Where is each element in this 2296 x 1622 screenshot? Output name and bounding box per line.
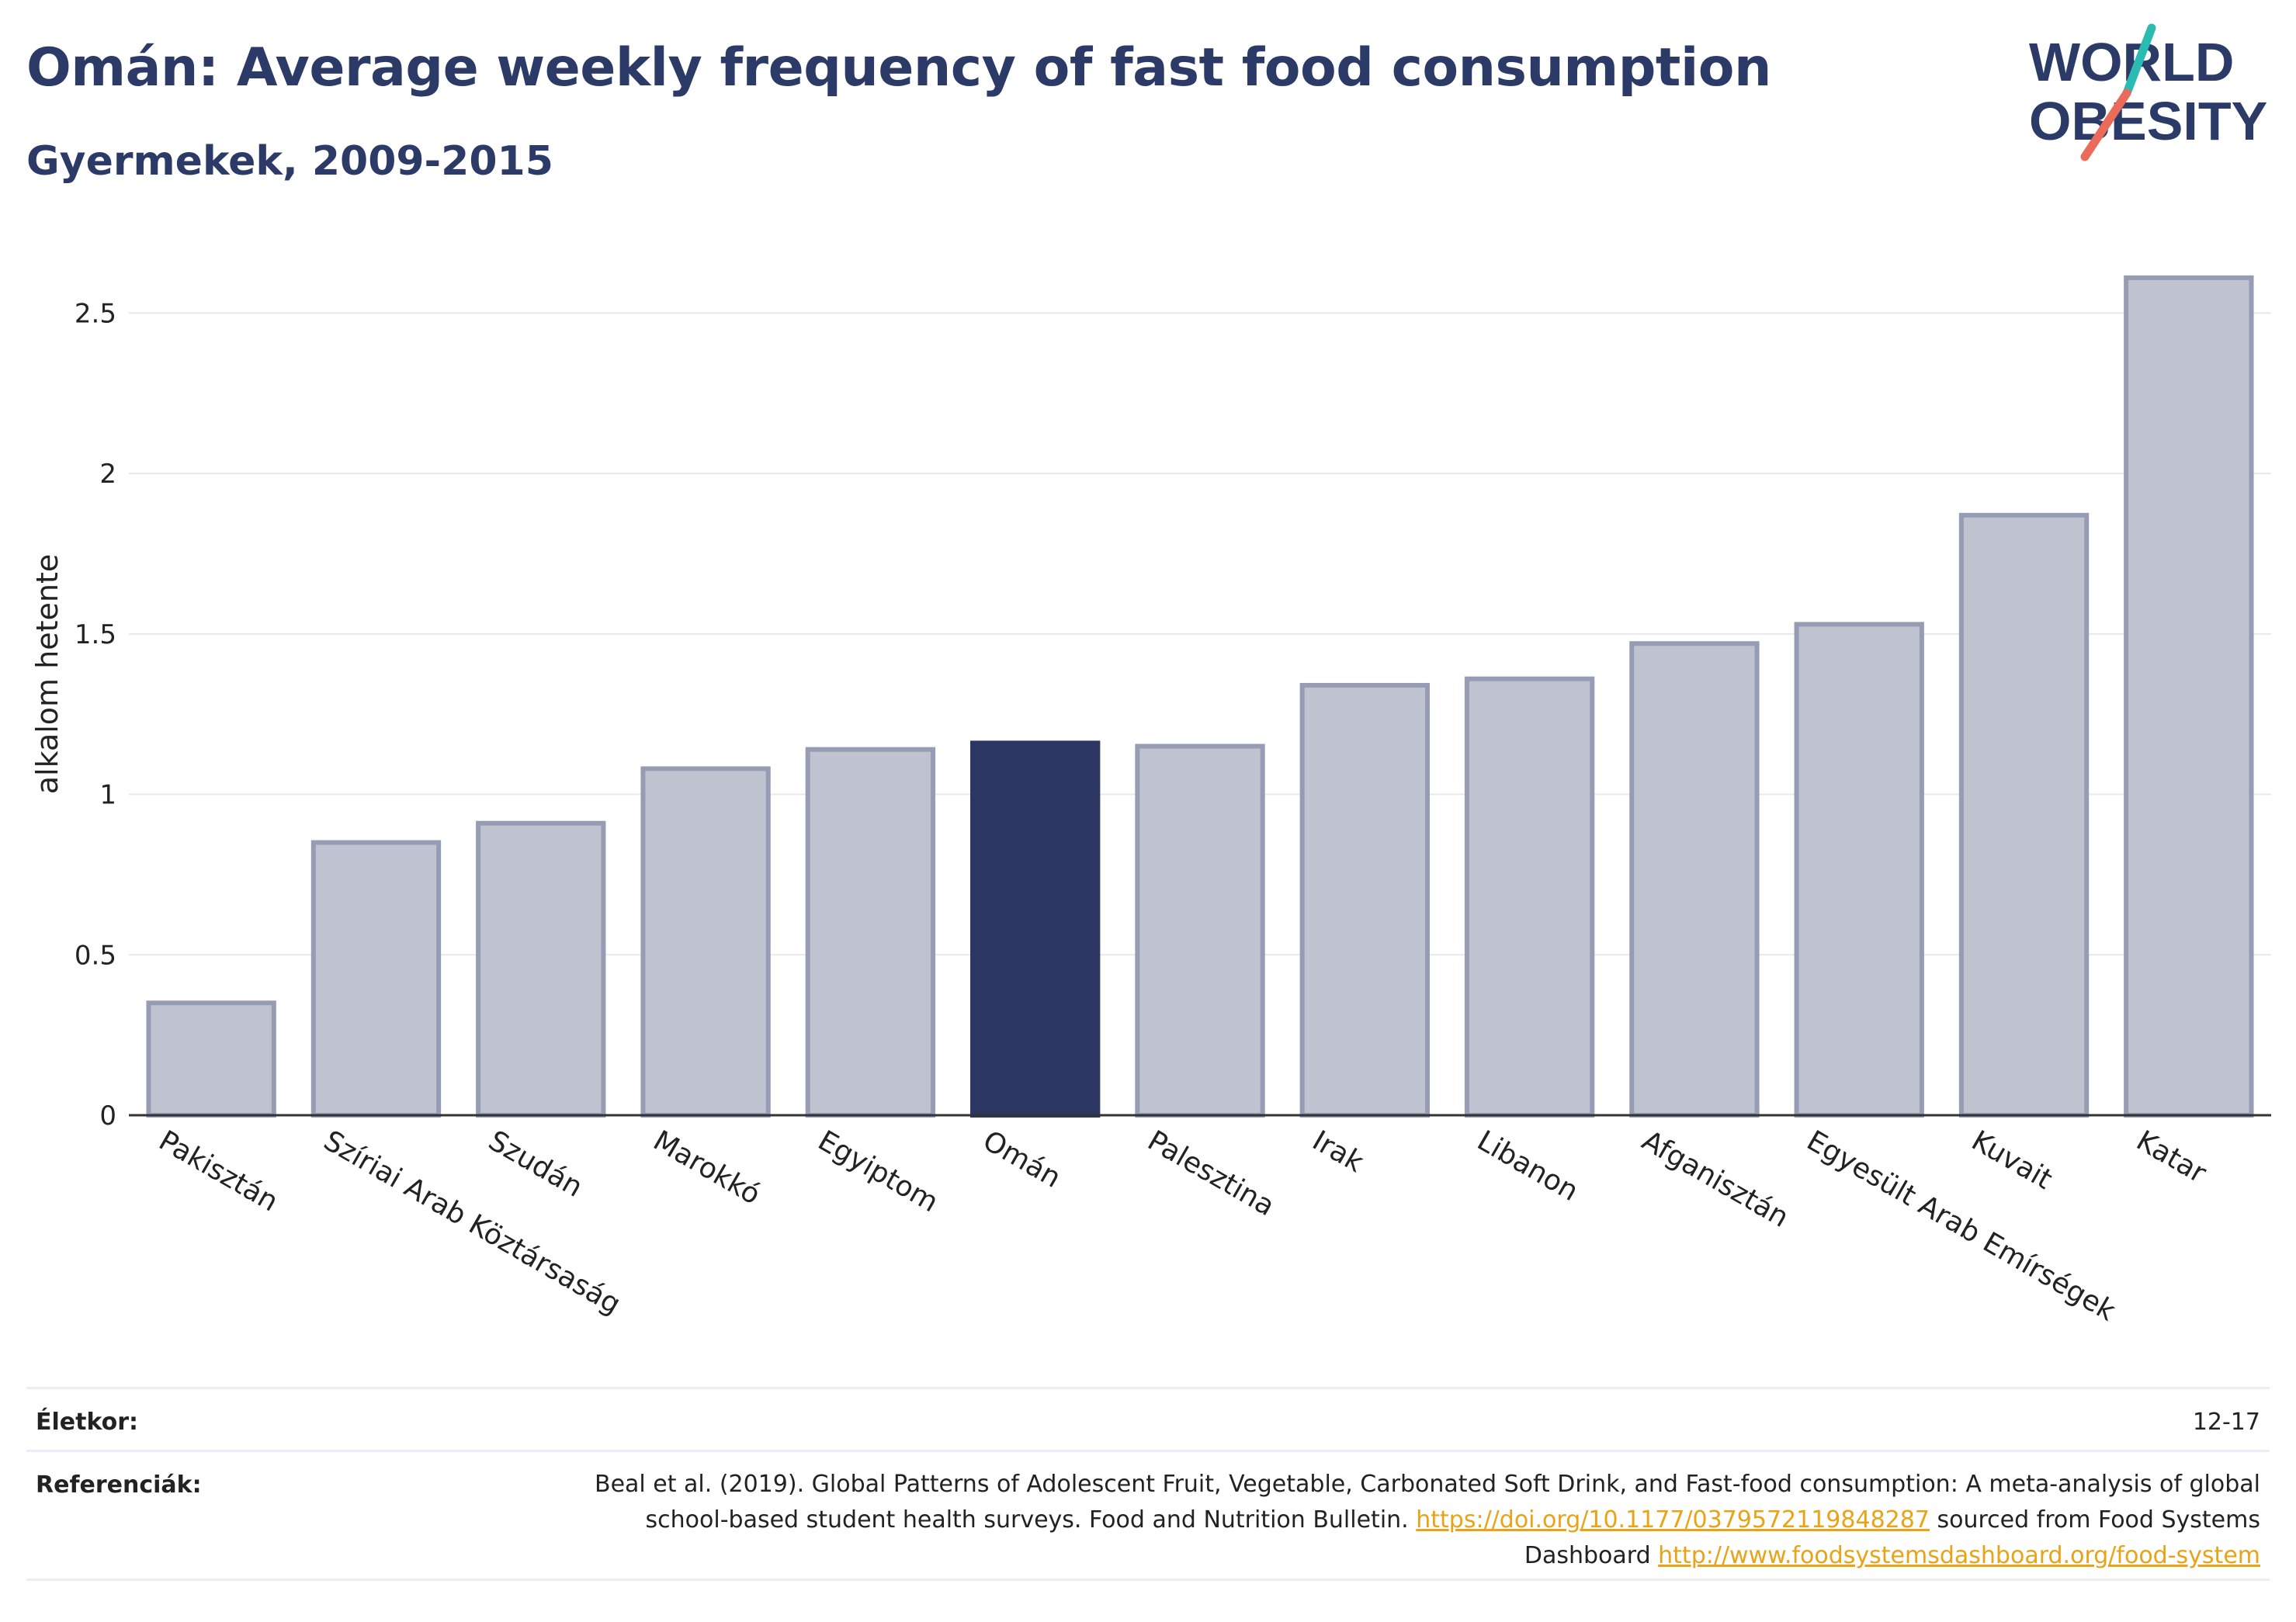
logo-teal-slash [2122, 23, 2156, 98]
bar-12 [1958, 512, 2090, 1118]
x-tick-label: Palesztina [1143, 1125, 1280, 1222]
x-tick-label: Szudán [483, 1125, 588, 1204]
x-tick-label: Libanon [1472, 1125, 1583, 1208]
y-axis-label: alkalom hetente [30, 554, 64, 794]
world-obesity-logo: WORLD OBESITY [2029, 23, 2267, 161]
logo-coral-slash [2080, 88, 2131, 161]
references-citation: Beal et al. (2019). Global Patterns of A… [594, 1471, 2260, 1534]
doi-link[interactable]: https://doi.org/10.1177/0379572119848287 [1416, 1506, 1930, 1534]
bar-2 [310, 840, 442, 1118]
bar-3 [476, 820, 606, 1118]
y-tick-labels: 0 0.5 1 1.5 2 2.5 [75, 298, 116, 1132]
chart-subtitle: Gyermekek, 2009-2015 [26, 138, 553, 185]
y-tick-label: 2 [99, 459, 116, 490]
footer-divider-bottom [26, 1579, 2270, 1581]
bar-1 [146, 1000, 276, 1118]
x-tick-label: Irak [1307, 1125, 1369, 1179]
bar-5 [805, 747, 936, 1118]
x-tick-label: Katar [2131, 1125, 2211, 1190]
footer-divider-middle [26, 1450, 2270, 1452]
bar-chart: 0 0.5 1 1.5 2 2.5 Pakisztán Szíriai Arab Köztá… [30, 275, 2271, 1328]
x-tick-label: Egyiptom [813, 1125, 944, 1218]
references-text: Beal et al. (2019). Global Patterns of A… [591, 1467, 2260, 1574]
bars [146, 275, 2254, 1118]
bar-9 [1464, 676, 1595, 1118]
bar-4 [640, 766, 771, 1118]
references-source: sourced from Food Systems Dashboard [1524, 1506, 2260, 1569]
age-label: Életkor: [36, 1409, 139, 1436]
dashboard-link[interactable]: http://www.foodsystemsdashboard.org/food… [1658, 1542, 2260, 1569]
y-tick-label: 0 [99, 1100, 116, 1132]
bar-13 [2124, 275, 2254, 1118]
bar-7 [1135, 743, 1265, 1118]
chart-title: Omán: Average weekly frequency of fast f… [26, 37, 1771, 99]
footer-divider-top [26, 1387, 2270, 1389]
x-tick-label: Kuvait [1966, 1125, 2058, 1196]
y-tick-label: 1.5 [75, 619, 116, 650]
y-tick-label: 2.5 [75, 298, 116, 329]
bar-8 [1299, 682, 1430, 1118]
x-tick-label: Afganisztán [1636, 1125, 1794, 1234]
bar-10 [1629, 641, 1760, 1118]
y-tick-label: 0.5 [75, 940, 116, 971]
y-tick-label: 1 [99, 780, 116, 811]
x-tick-label: Marokkó [648, 1125, 766, 1211]
x-tick-label: Egyesült Arab Emírségek [1802, 1125, 2121, 1327]
logo-line-2: OBESITY [2029, 91, 2267, 151]
bar-11 [1794, 622, 1924, 1118]
age-value: 12-17 [2192, 1409, 2260, 1436]
bar-6 [970, 740, 1101, 1118]
x-tick-label: Szíriai Arab Köztársaság [318, 1125, 626, 1321]
x-tick-label: Pakisztán [154, 1125, 283, 1218]
x-tick-label: Omán [977, 1125, 1066, 1194]
references-label: Referenciák: [36, 1471, 202, 1499]
